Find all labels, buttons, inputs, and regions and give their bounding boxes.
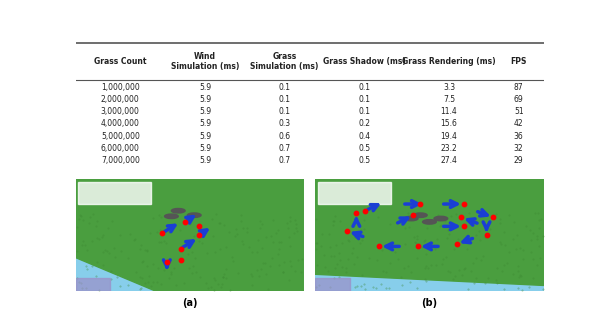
- Polygon shape: [315, 180, 544, 285]
- Point: [459, 224, 469, 229]
- Text: (a): (a): [182, 298, 198, 308]
- Text: 69: 69: [514, 95, 524, 104]
- Point: [481, 232, 491, 238]
- Point: [194, 232, 204, 238]
- Text: 6,000,000: 6,000,000: [101, 144, 140, 153]
- Text: 0.5: 0.5: [358, 144, 370, 153]
- Point: [489, 215, 498, 220]
- Point: [409, 213, 419, 218]
- Point: [180, 219, 190, 225]
- Text: 0.5: 0.5: [358, 156, 370, 165]
- Ellipse shape: [187, 213, 201, 217]
- Text: 3.3: 3.3: [443, 83, 455, 92]
- Ellipse shape: [423, 220, 436, 224]
- Text: 0.1: 0.1: [278, 83, 291, 92]
- Text: 29: 29: [514, 156, 524, 165]
- Text: 0.4: 0.4: [358, 132, 370, 141]
- Bar: [315, 278, 350, 291]
- Point: [342, 228, 352, 233]
- Ellipse shape: [172, 209, 185, 213]
- Bar: [78, 182, 151, 204]
- Text: 0.7: 0.7: [278, 156, 291, 165]
- Polygon shape: [76, 180, 304, 291]
- Text: 51: 51: [514, 107, 524, 116]
- Text: Grass Count: Grass Count: [94, 57, 147, 66]
- Text: 0.1: 0.1: [358, 95, 370, 104]
- Text: 5.9: 5.9: [199, 83, 211, 92]
- Text: 0.1: 0.1: [278, 95, 291, 104]
- Text: 5,000,000: 5,000,000: [101, 132, 140, 141]
- Point: [413, 244, 423, 249]
- Point: [176, 257, 185, 262]
- Text: 87: 87: [514, 83, 524, 92]
- Bar: [76, 278, 110, 291]
- Text: 5.9: 5.9: [199, 95, 211, 104]
- Text: 27.4: 27.4: [440, 156, 457, 165]
- Point: [452, 242, 461, 247]
- Point: [158, 231, 167, 236]
- Text: 0.1: 0.1: [358, 107, 370, 116]
- Point: [374, 244, 384, 249]
- Text: 7.5: 7.5: [443, 95, 455, 104]
- Text: 5.9: 5.9: [199, 132, 211, 141]
- Text: 5.9: 5.9: [199, 156, 211, 165]
- Text: FPS: FPS: [510, 57, 527, 66]
- Text: 32: 32: [514, 144, 524, 153]
- Ellipse shape: [164, 214, 178, 218]
- Point: [162, 259, 172, 265]
- Text: 42: 42: [514, 119, 524, 129]
- Ellipse shape: [414, 213, 427, 217]
- Point: [176, 246, 185, 251]
- Text: (b): (b): [422, 298, 437, 308]
- Ellipse shape: [404, 216, 418, 221]
- Ellipse shape: [434, 216, 448, 221]
- Text: 5.9: 5.9: [199, 119, 211, 129]
- Text: Grass Rendering (ms): Grass Rendering (ms): [402, 57, 496, 66]
- Text: 23.2: 23.2: [440, 144, 457, 153]
- Text: 0.1: 0.1: [278, 107, 291, 116]
- Text: 19.4: 19.4: [440, 132, 457, 141]
- Point: [194, 224, 204, 229]
- Text: 5.9: 5.9: [199, 144, 211, 153]
- Text: 2,000,000: 2,000,000: [101, 95, 140, 104]
- Point: [361, 208, 370, 213]
- Text: Grass Shadow (ms): Grass Shadow (ms): [323, 57, 406, 66]
- Point: [459, 201, 469, 207]
- Point: [416, 201, 425, 207]
- Text: 7,000,000: 7,000,000: [101, 156, 140, 165]
- Text: Wind
Simulation (ms): Wind Simulation (ms): [171, 52, 239, 71]
- Bar: [318, 182, 391, 204]
- Text: 11.4: 11.4: [440, 107, 457, 116]
- Text: 0.7: 0.7: [278, 144, 291, 153]
- Text: 36: 36: [514, 132, 524, 141]
- Text: 3,000,000: 3,000,000: [101, 107, 140, 116]
- Text: 4,000,000: 4,000,000: [101, 119, 140, 129]
- Text: 0.1: 0.1: [358, 83, 370, 92]
- Text: 0.2: 0.2: [358, 119, 370, 129]
- Text: 5.9: 5.9: [199, 107, 211, 116]
- Text: 0.3: 0.3: [278, 119, 291, 129]
- Text: 1,000,000: 1,000,000: [101, 83, 140, 92]
- Point: [352, 210, 361, 215]
- Text: 0.6: 0.6: [278, 132, 291, 141]
- Point: [457, 215, 466, 220]
- Text: Grass
Simulation (ms): Grass Simulation (ms): [251, 52, 319, 71]
- Text: 15.6: 15.6: [440, 119, 457, 129]
